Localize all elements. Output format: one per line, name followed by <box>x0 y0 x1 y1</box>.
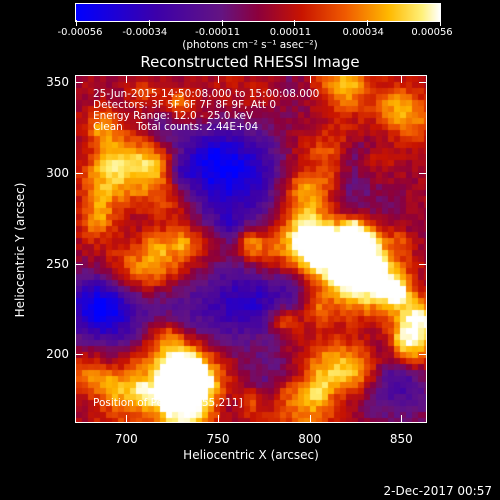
colorbar-tick <box>148 20 150 26</box>
x-tick-mark <box>218 415 219 423</box>
annotation-detectors: Detectors: 3F 5F 6F 7F 8F 9F, Att 0 <box>93 99 277 111</box>
y-tick-label: 200 <box>46 347 69 362</box>
y-tick-mark <box>419 82 427 84</box>
image-plot-area: 25-Jun-2015 14:50:08.000 to 15:00:08.000… <box>75 75 427 423</box>
colorbar-units: (photons cm⁻² s⁻¹ asec⁻²) <box>182 39 318 51</box>
annotation-peak-position: Position of Peak = [855,211] <box>93 397 243 409</box>
y-tick-mark <box>419 354 427 356</box>
colorbar-tick <box>440 20 441 26</box>
rhessi-image-map <box>76 76 426 422</box>
colorbar-tick-label: -0.00056 <box>57 27 103 38</box>
x-tick-mark <box>218 75 219 83</box>
annotation-time-range: 25-Jun-2015 14:50:08.000 to 15:00:08.000 <box>93 88 320 100</box>
y-tick-label: 300 <box>46 165 69 180</box>
annotation-clean-counts: Clean Total counts: 2.44E+04 <box>93 121 259 133</box>
x-tick-mark <box>309 75 311 83</box>
colorbar-tick <box>367 20 369 26</box>
colorbar-tick-label: -0.00034 <box>122 27 168 38</box>
x-tick-label: 750 <box>206 432 230 446</box>
colorbar-tick-label: 0.00011 <box>269 27 312 38</box>
colorbar-tick <box>76 20 77 26</box>
x-tick-label: 850 <box>389 432 413 446</box>
colorbar-tick-label: 0.00056 <box>411 27 453 38</box>
plot-title: Reconstructed RHESSI Image <box>140 53 360 71</box>
y-tick-mark <box>75 82 83 84</box>
x-tick-mark <box>126 415 128 423</box>
colorbar-tick-label: -0.00011 <box>195 27 241 38</box>
colorbar-tick <box>294 20 296 26</box>
x-tick-mark <box>309 415 311 423</box>
y-axis-label: Heliocentric Y (arcsec) <box>13 182 27 318</box>
annotation-energy-range: Energy Range: 12.0 - 25.0 keV <box>93 110 254 122</box>
colorbar-tick-label: 0.00034 <box>342 27 384 38</box>
x-tick-mark <box>126 75 128 83</box>
y-tick-mark <box>75 263 83 265</box>
x-tick-label: 800 <box>298 432 322 446</box>
colorbar <box>75 3 441 22</box>
y-tick-label: 250 <box>46 256 69 271</box>
y-tick-mark <box>75 354 83 356</box>
x-tick-mark <box>401 75 403 83</box>
plot-timestamp: 2-Dec-2017 00:57 <box>383 484 492 498</box>
y-tick-label: 350 <box>46 75 69 90</box>
x-tick-label: 700 <box>114 432 138 446</box>
y-tick-mark <box>75 172 83 174</box>
x-tick-mark <box>401 415 403 423</box>
colorbar-tick <box>221 20 223 26</box>
x-axis-label: Heliocentric X (arcsec) <box>183 448 319 462</box>
y-tick-mark <box>419 172 427 174</box>
y-tick-mark <box>419 263 427 265</box>
